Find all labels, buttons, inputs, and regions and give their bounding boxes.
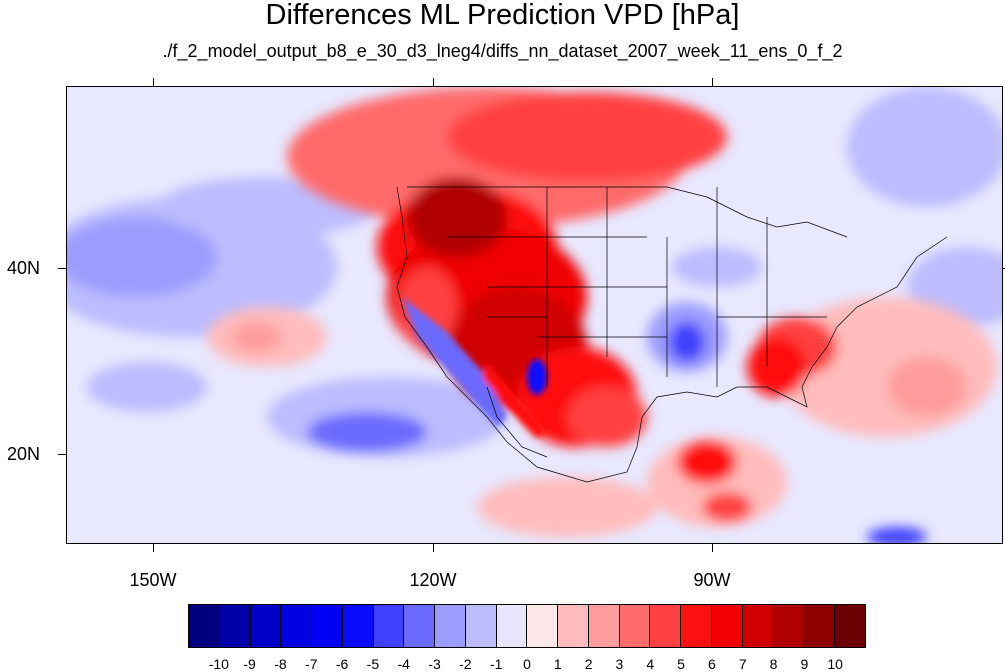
lon-tick	[153, 544, 154, 552]
colorbar-label: 3	[615, 656, 624, 672]
lat-label-20n: 20N	[6, 444, 40, 464]
colorbar-box	[650, 605, 682, 647]
map-panel	[66, 86, 1003, 544]
colorbar-box	[681, 605, 713, 647]
colorbar-label: 10	[827, 656, 843, 672]
colorbar-box	[435, 605, 466, 647]
vpd-difference-map	[67, 87, 1002, 543]
colorbar-label: 9	[800, 656, 809, 672]
colorbar-label: -10	[208, 656, 229, 672]
colorbar-label: 2	[584, 656, 593, 672]
lon-tick	[433, 78, 434, 86]
lon-label-90w: 90W	[693, 570, 731, 590]
lon-tick	[153, 78, 154, 86]
coastlines-and-borders	[396, 186, 948, 483]
lon-tick	[712, 544, 713, 552]
colorbar-label: 1	[553, 656, 562, 672]
colorbar-label: 5	[677, 656, 685, 672]
positive-anomaly-field	[207, 87, 997, 537]
colorbar-label: 8	[769, 656, 778, 672]
colorbar-box	[835, 605, 865, 647]
lat-tick	[1003, 268, 1005, 269]
colorbar-box	[342, 605, 374, 647]
colorbar-label: -7	[305, 656, 318, 672]
colorbar-label: -3	[428, 656, 441, 672]
colorbar-box	[219, 605, 251, 647]
colorbar-box	[465, 605, 497, 647]
colorbar-box	[404, 605, 436, 647]
colorbar-label: 0	[523, 656, 531, 672]
lon-label-120w: 120W	[409, 570, 457, 590]
colorbar-label: -1	[489, 656, 503, 672]
colorbar-label: -6	[335, 656, 349, 672]
coastal-strips	[402, 297, 547, 437]
colorbar-box	[773, 605, 805, 647]
lat-tick	[58, 268, 66, 269]
colorbar-label: -2	[459, 656, 472, 672]
colorbar-box	[527, 605, 559, 647]
colorbar-box	[558, 605, 589, 647]
colorbar-label: -4	[397, 656, 410, 672]
colorbar-box	[373, 605, 405, 647]
colorbar	[188, 604, 866, 648]
lon-tick	[712, 78, 713, 86]
colorbar-label: 7	[738, 656, 747, 672]
colorbar-box	[189, 605, 220, 647]
colorbar-box	[496, 605, 528, 647]
colorbar-label: 6	[708, 656, 716, 672]
colorbar-label: 4	[646, 656, 655, 672]
plot-title: Differences ML Prediction VPD [hPa]	[265, 0, 740, 31]
colorbar-box	[250, 605, 282, 647]
colorbar-label: -5	[366, 656, 380, 672]
lon-label-150w: 150W	[129, 570, 177, 590]
plot-subtitle: ./f_2_model_output_b8_e_30_d3_lneg4/diff…	[162, 41, 843, 61]
colorbar-label: -9	[243, 656, 256, 672]
colorbar-box	[742, 605, 774, 647]
lat-label-40n: 40N	[6, 258, 40, 278]
lat-tick	[58, 454, 66, 455]
colorbar-label: -8	[274, 656, 287, 672]
colorbar-box	[281, 605, 313, 647]
colorbar-box	[588, 605, 620, 647]
colorbar-box	[804, 605, 836, 647]
lon-tick	[433, 544, 434, 552]
colorbar-box	[712, 605, 743, 647]
colorbar-box	[312, 605, 343, 647]
colorbar-box	[619, 605, 651, 647]
